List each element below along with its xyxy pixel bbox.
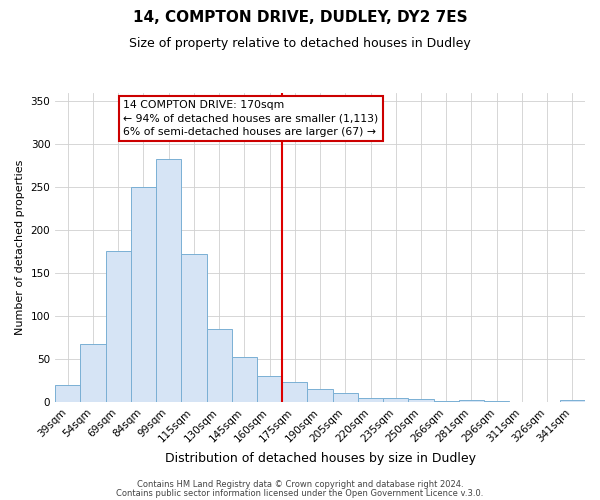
Y-axis label: Number of detached properties: Number of detached properties	[15, 160, 25, 335]
Bar	[55, 385, 80, 402]
Bar	[232, 357, 257, 402]
Bar	[332, 394, 358, 402]
Bar	[409, 398, 434, 402]
Text: 14 COMPTON DRIVE: 170sqm
← 94% of detached houses are smaller (1,113)
6% of semi: 14 COMPTON DRIVE: 170sqm ← 94% of detach…	[123, 100, 379, 136]
Bar	[358, 398, 383, 402]
Bar	[282, 382, 307, 402]
Text: Contains public sector information licensed under the Open Government Licence v.: Contains public sector information licen…	[116, 488, 484, 498]
Bar	[307, 389, 332, 402]
X-axis label: Distribution of detached houses by size in Dudley: Distribution of detached houses by size …	[164, 452, 476, 465]
Bar	[257, 376, 282, 402]
Bar	[80, 344, 106, 402]
Text: Contains HM Land Registry data © Crown copyright and database right 2024.: Contains HM Land Registry data © Crown c…	[137, 480, 463, 489]
Text: Size of property relative to detached houses in Dudley: Size of property relative to detached ho…	[129, 38, 471, 51]
Bar	[181, 254, 206, 402]
Bar	[560, 400, 585, 402]
Bar	[206, 329, 232, 402]
Text: 14, COMPTON DRIVE, DUDLEY, DY2 7ES: 14, COMPTON DRIVE, DUDLEY, DY2 7ES	[133, 10, 467, 25]
Bar	[434, 401, 459, 402]
Bar	[156, 158, 181, 402]
Bar	[106, 250, 131, 402]
Bar	[459, 400, 484, 402]
Bar	[484, 401, 509, 402]
Bar	[131, 187, 156, 402]
Bar	[383, 398, 409, 402]
